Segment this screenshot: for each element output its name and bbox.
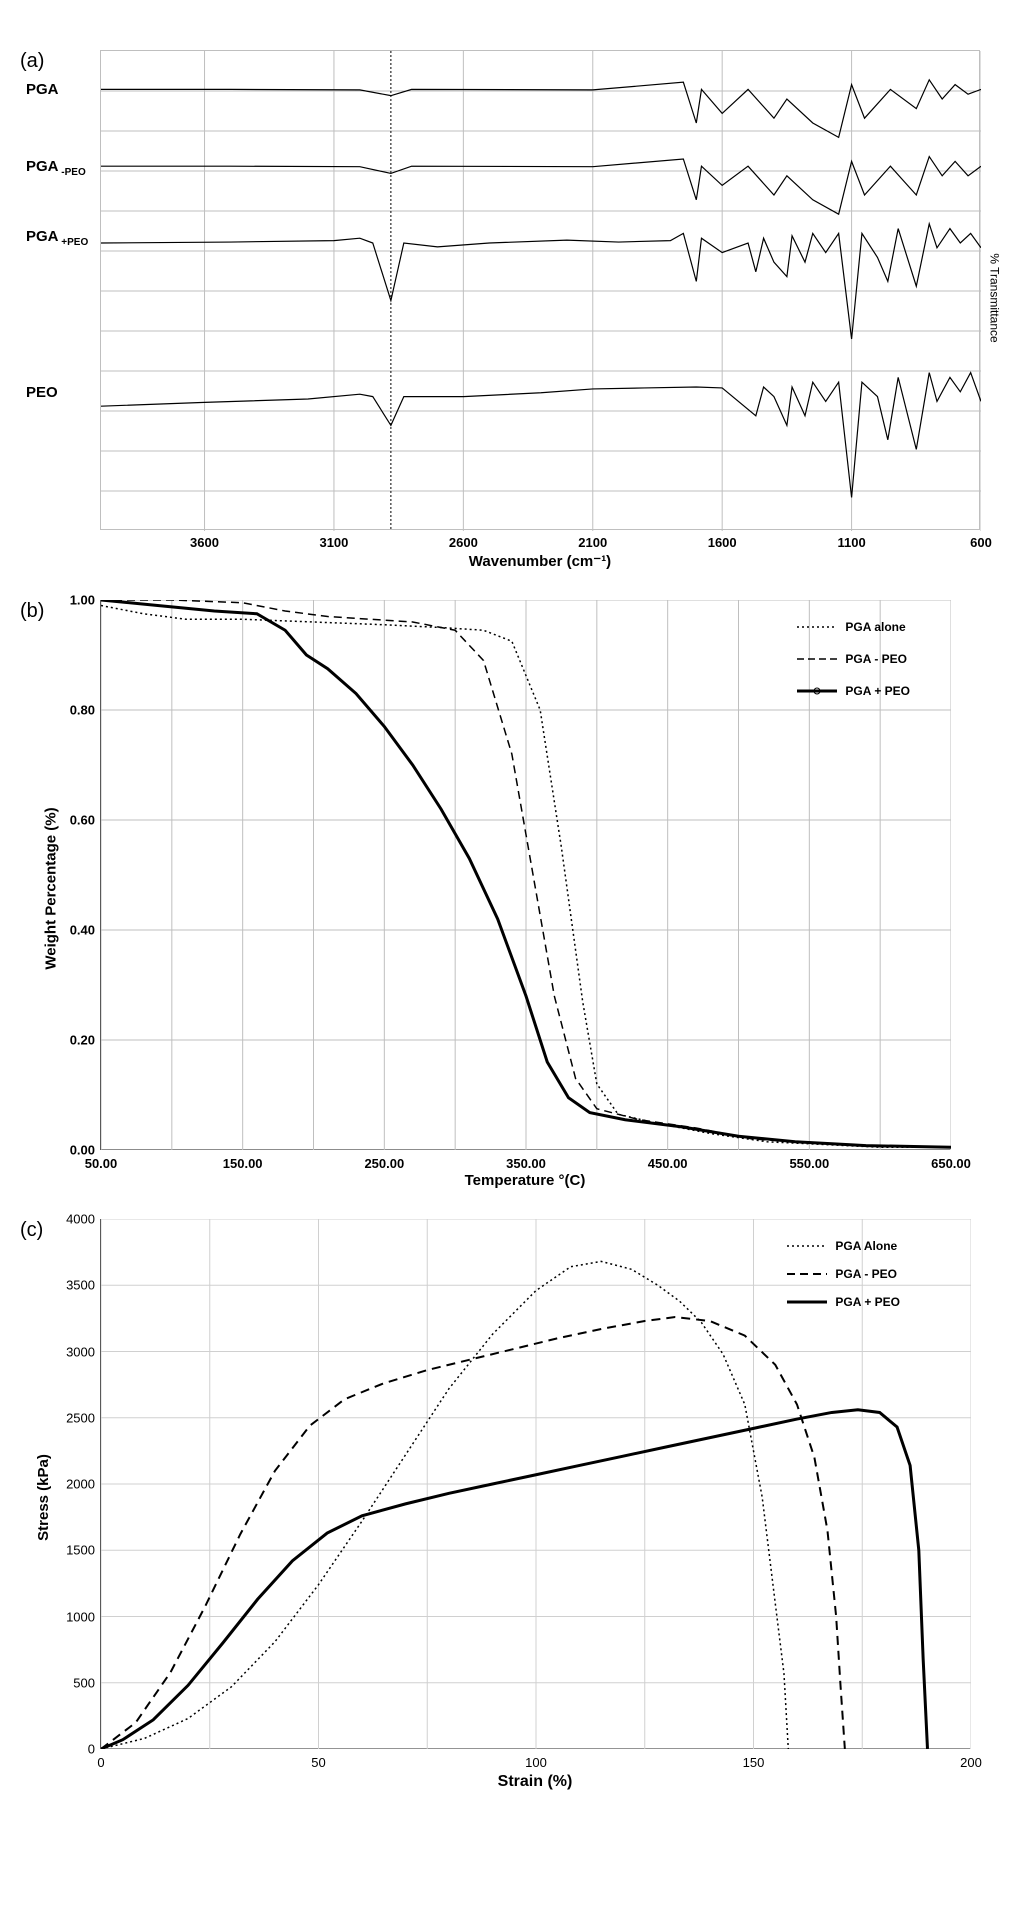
panel-c-xlabel: Strain (%) — [100, 1773, 970, 1791]
legend-text: PGA - PEO — [845, 652, 907, 666]
xtick-label: 350.00 — [506, 1156, 546, 1171]
xtick-label: 450.00 — [648, 1156, 688, 1171]
ytick-label: 0.60 — [70, 813, 95, 828]
panel-b-chart-area: 0.000.200.400.600.801.00 50.00150.00250.… — [100, 600, 950, 1150]
legend-item: PGA alone — [797, 620, 910, 634]
xtick-label: 650.00 — [931, 1156, 971, 1171]
xtick-label: 2100 — [578, 535, 607, 550]
ytick-label: 1000 — [66, 1609, 95, 1624]
panel-c-legend: PGA Alone PGA - PEO PGA + PEO — [787, 1239, 900, 1323]
xtick-label: 250.00 — [364, 1156, 404, 1171]
legend-item: PGA Alone — [787, 1239, 900, 1253]
legend-text: PGA alone — [845, 620, 905, 634]
ir-spectrum-label: PGA — [26, 81, 59, 98]
xtick-label: 150.00 — [223, 1156, 263, 1171]
legend-swatch — [787, 1267, 827, 1281]
ytick-label: 0.40 — [70, 923, 95, 938]
legend-text: PGA + PEO — [845, 684, 910, 698]
ytick-label: 2000 — [66, 1477, 95, 1492]
legend-item: PGA - PEO — [787, 1267, 900, 1281]
ytick-label: 3500 — [66, 1278, 95, 1293]
xtick-label: 50 — [311, 1755, 325, 1770]
xtick-label: 3100 — [319, 535, 348, 550]
legend-swatch — [797, 652, 837, 666]
panel-a-svg — [101, 51, 981, 531]
legend-item: PGA - PEO — [797, 652, 910, 666]
ir-spectrum-label: PGA +PEO — [26, 228, 88, 248]
legend-swatch — [797, 620, 837, 634]
ytick-label: 4000 — [66, 1212, 95, 1227]
xtick-label: 550.00 — [789, 1156, 829, 1171]
panel-c: (c) Stress (kPa) 05001000150020002500300… — [20, 1219, 992, 1791]
legend-swatch — [797, 684, 837, 698]
ytick-label: 2500 — [66, 1410, 95, 1425]
legend-text: PGA Alone — [835, 1239, 897, 1253]
legend-item: PGA + PEO — [797, 684, 910, 698]
panel-c-ylabel: Stress (kPa) — [35, 1454, 52, 1541]
ytick-label: 1500 — [66, 1543, 95, 1558]
xtick-label: 600 — [970, 535, 992, 550]
panel-a-chart-area: 600110016002100260031003600 % Transmitta… — [100, 50, 980, 530]
ytick-label: 0.80 — [70, 703, 95, 718]
ytick-label: 0.20 — [70, 1033, 95, 1048]
xtick-label: 1600 — [708, 535, 737, 550]
xtick-label: 0 — [97, 1755, 104, 1770]
legend-text: PGA - PEO — [835, 1267, 897, 1281]
xtick-label: 1100 — [837, 535, 865, 550]
ytick-label: 0 — [88, 1742, 95, 1757]
figure-container: (a) 600110016002100260031003600 % Transm… — [20, 50, 992, 1791]
panel-a: (a) 600110016002100260031003600 % Transm… — [20, 50, 992, 570]
xtick-label: 2600 — [449, 535, 478, 550]
ytick-label: 500 — [73, 1675, 95, 1690]
xtick-label: 150 — [743, 1755, 765, 1770]
ir-spectrum-label: PGA -PEO — [26, 158, 86, 178]
legend-item: PGA + PEO — [787, 1295, 900, 1309]
panel-a-xlabel: Wavenumber (cm⁻¹) — [100, 552, 980, 570]
xtick-label: 100 — [525, 1755, 547, 1770]
panel-b-legend: PGA alone PGA - PEO PGA + PEO — [797, 620, 910, 716]
legend-swatch — [787, 1239, 827, 1253]
legend-swatch — [787, 1295, 827, 1309]
xtick-label: 50.00 — [85, 1156, 118, 1171]
xtick-label: 200 — [960, 1755, 982, 1770]
panel-c-chart-area: 05001000150020002500300035004000 0501001… — [100, 1219, 970, 1749]
panel-a-ylabel-right: % Transmittance — [987, 253, 1001, 342]
ir-spectrum-label: PEO — [26, 384, 58, 401]
panel-b: (b) Weight Percentage (%) 0.000.200.400.… — [20, 600, 992, 1189]
ytick-label: 1.00 — [70, 593, 95, 608]
xtick-label: 3600 — [190, 535, 219, 550]
ytick-label: 3000 — [66, 1344, 95, 1359]
panel-b-xlabel: Temperature °(C) — [100, 1172, 950, 1189]
legend-text: PGA + PEO — [835, 1295, 900, 1309]
panel-b-ylabel: Weight Percentage (%) — [43, 807, 60, 969]
